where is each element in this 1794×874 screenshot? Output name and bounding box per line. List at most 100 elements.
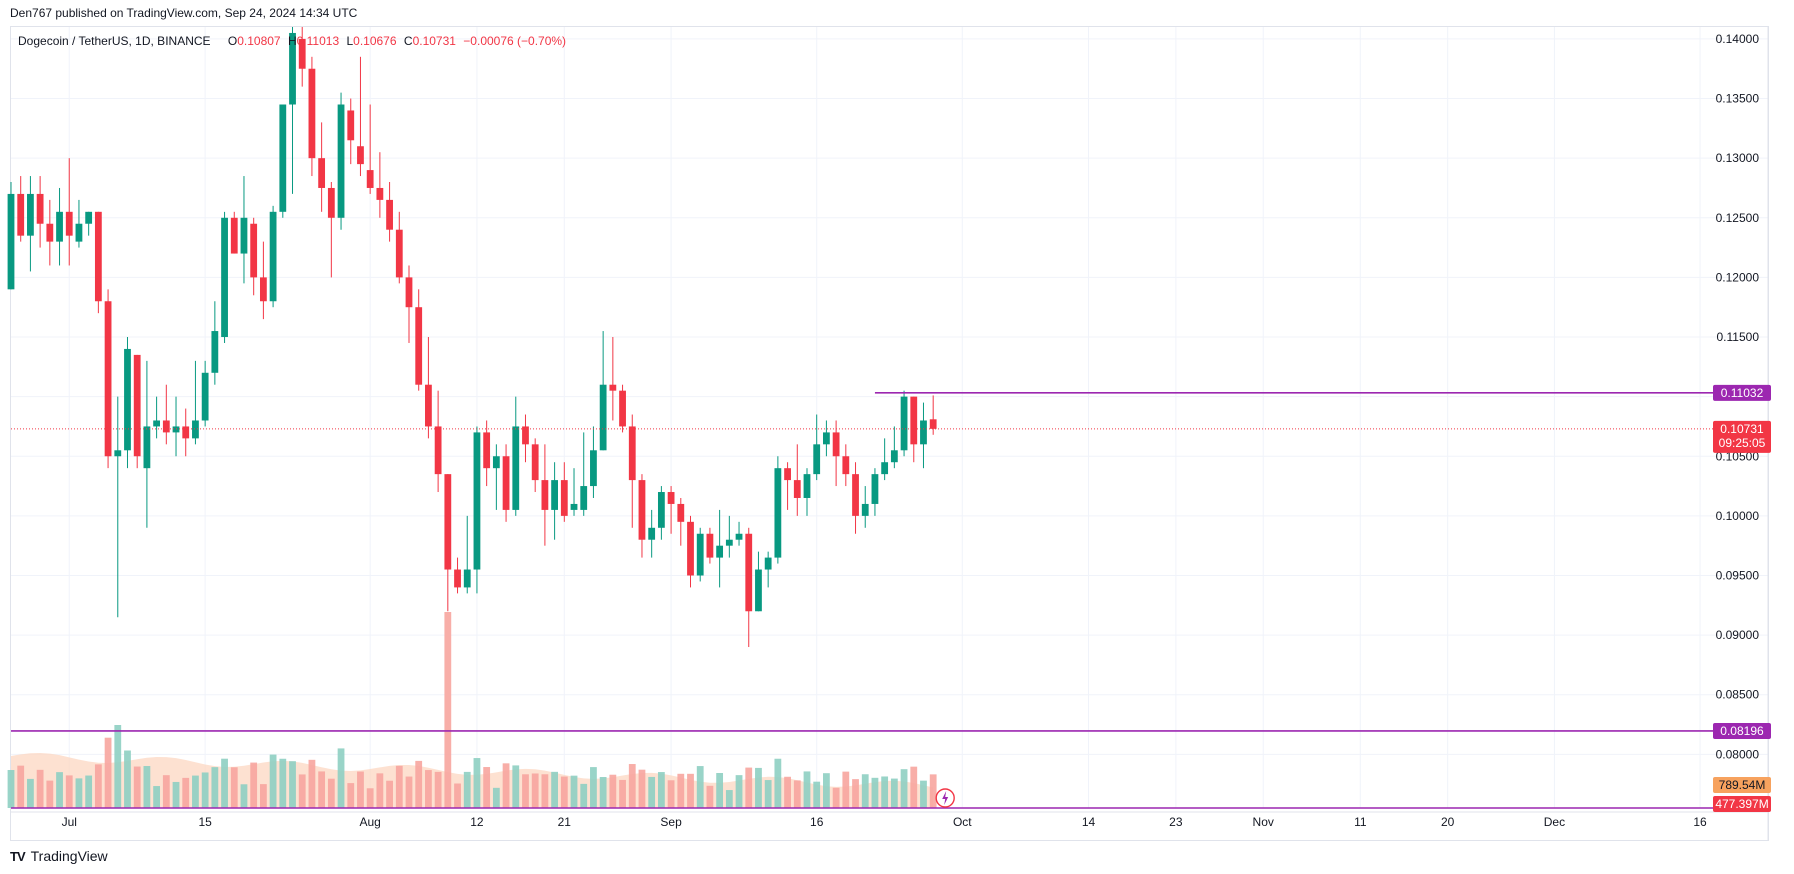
candle-body bbox=[94, 211, 102, 302]
x-tick-label: 16 bbox=[810, 815, 824, 829]
candle-body bbox=[250, 223, 258, 278]
candle-body bbox=[890, 450, 898, 463]
support-price-badge-bg bbox=[1713, 722, 1771, 739]
candle-body bbox=[162, 420, 170, 433]
x-tick-label: Sep bbox=[660, 815, 682, 829]
volume-bar bbox=[512, 765, 520, 808]
candle-body bbox=[192, 420, 199, 439]
lightning-bolt-icon bbox=[942, 791, 949, 805]
candle-body bbox=[259, 277, 267, 302]
candle-body bbox=[560, 480, 568, 516]
candle-body bbox=[104, 301, 112, 457]
volume-bar bbox=[793, 780, 801, 808]
volume-bar bbox=[104, 737, 112, 808]
volume-bar bbox=[182, 777, 190, 808]
candle-body bbox=[920, 420, 927, 445]
candle-body bbox=[774, 468, 782, 558]
volume-ma-badge: 477.397M bbox=[1715, 797, 1768, 811]
current-price-badge-bg bbox=[1713, 420, 1771, 453]
y-tick-label: 0.13500 bbox=[1716, 92, 1760, 106]
x-tick-label: 23 bbox=[1169, 815, 1183, 829]
volume-bar bbox=[463, 771, 471, 808]
candle-body bbox=[910, 396, 918, 445]
volume-bar bbox=[201, 772, 209, 808]
volume-bar bbox=[890, 778, 898, 808]
candle-body bbox=[153, 420, 161, 427]
volume-bar bbox=[143, 766, 151, 808]
volume-bar bbox=[706, 785, 714, 808]
volume-bar bbox=[599, 777, 607, 808]
x-tick-label: 12 bbox=[470, 815, 484, 829]
candle-body bbox=[65, 211, 73, 236]
volume-bar bbox=[842, 771, 850, 808]
candle-body bbox=[871, 474, 879, 504]
candle-body bbox=[327, 187, 335, 218]
volume-badge: 789.54M bbox=[1719, 778, 1766, 792]
volume-bar bbox=[910, 766, 918, 808]
candle-body bbox=[318, 158, 326, 188]
volume-bar bbox=[531, 773, 539, 808]
candle-body bbox=[861, 503, 869, 516]
volume-bar bbox=[716, 773, 724, 808]
volume-bar bbox=[75, 778, 83, 808]
candle-body bbox=[492, 456, 500, 469]
volume-bar bbox=[803, 771, 811, 808]
candle-body bbox=[240, 217, 248, 254]
legend-open-label: O bbox=[227, 34, 238, 48]
volume-bar bbox=[619, 779, 626, 808]
candle-body bbox=[56, 211, 63, 242]
candle-body bbox=[454, 569, 461, 588]
brand-name: TradingView bbox=[30, 848, 108, 864]
candle-body bbox=[7, 193, 15, 290]
volume-bar bbox=[386, 780, 393, 808]
legend-high: 0.11013 bbox=[296, 34, 340, 48]
volume-bar bbox=[657, 772, 665, 808]
volume-bar bbox=[483, 767, 491, 808]
legend-change: −0.00076 (−0.70%) bbox=[463, 34, 567, 48]
volume-bar bbox=[259, 784, 267, 808]
y-tick-label: 0.14000 bbox=[1716, 32, 1760, 46]
volume-bar bbox=[541, 774, 549, 808]
volume-bar bbox=[492, 787, 500, 808]
y-tick-label: 0.09000 bbox=[1716, 628, 1760, 642]
volume-bar bbox=[153, 786, 161, 808]
legend-symbol[interactable]: Dogecoin / TetherUS, 1D, BINANCE bbox=[18, 34, 211, 48]
volume-bar bbox=[609, 774, 617, 808]
x-tick-label: Nov bbox=[1253, 815, 1274, 829]
volume-bar bbox=[473, 758, 481, 808]
candle-body bbox=[638, 480, 646, 540]
volume-bar bbox=[755, 767, 762, 808]
volume-bar bbox=[36, 769, 44, 808]
volume-bar bbox=[522, 774, 529, 808]
candle-body bbox=[395, 229, 403, 278]
volume-bar bbox=[502, 763, 510, 808]
candle-body bbox=[211, 331, 219, 373]
volume-bar bbox=[929, 774, 937, 808]
volume-bar bbox=[425, 770, 432, 808]
candle-body bbox=[803, 474, 811, 498]
candle-body bbox=[279, 104, 287, 212]
candle-body bbox=[27, 193, 34, 236]
tradingview-brand[interactable]: TV TradingView bbox=[10, 848, 108, 864]
volume-bar bbox=[114, 725, 122, 808]
candle-body bbox=[881, 462, 889, 475]
candle-body bbox=[143, 426, 151, 469]
volume-bar bbox=[900, 769, 908, 808]
candle-body bbox=[580, 486, 588, 510]
volume-bar bbox=[560, 776, 568, 808]
volume-bar bbox=[823, 773, 830, 808]
candle-body bbox=[755, 569, 762, 612]
y-tick-label: 0.12500 bbox=[1716, 211, 1760, 225]
candle-body bbox=[337, 104, 345, 218]
volume-badge-bg bbox=[1713, 777, 1771, 793]
x-tick-label: 15 bbox=[198, 815, 212, 829]
volume-bar bbox=[405, 776, 413, 808]
volume-bar bbox=[570, 775, 578, 808]
candle-body bbox=[599, 384, 607, 451]
candle-body bbox=[784, 468, 791, 481]
resistance-price-badge-bg bbox=[1713, 384, 1771, 401]
candle-body bbox=[46, 223, 54, 242]
candle-body bbox=[376, 187, 384, 200]
x-tick-label: 14 bbox=[1082, 815, 1096, 829]
